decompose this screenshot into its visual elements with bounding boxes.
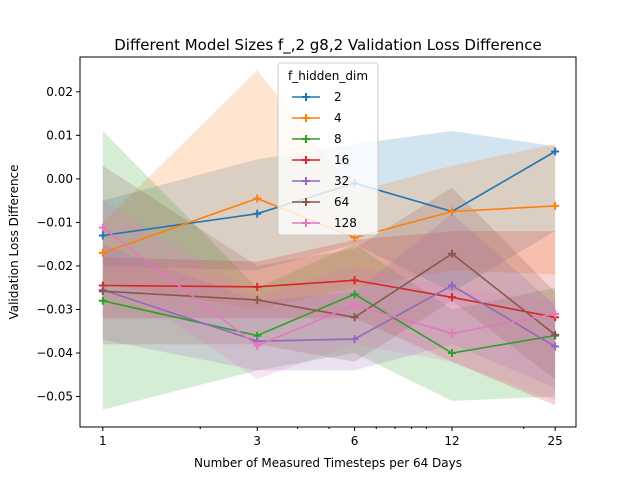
legend-marker-2 (302, 93, 310, 101)
data-point-8 (98, 296, 107, 305)
legend: f_hidden_dim 2 4 8 16 32 64 128 (277, 62, 379, 236)
data-point-2 (98, 231, 107, 240)
data-point-128 (448, 329, 457, 338)
legend-label-64: 64 (334, 195, 349, 209)
band-32 (102, 213, 556, 388)
data-point-4 (253, 194, 262, 203)
x-tick-label: 25 (548, 434, 563, 448)
data-point-128 (253, 341, 262, 350)
data-point-16 (448, 293, 457, 302)
x-tick-label: 1 (99, 434, 107, 448)
x-axis-ticks: 1 3 6 12 25 (99, 427, 563, 448)
legend-marker-32 (302, 177, 310, 185)
legend-entries: 2 4 8 16 32 64 128 (292, 90, 357, 230)
legend-label-128: 128 (334, 216, 357, 230)
data-point-32 (448, 281, 457, 290)
data-point-16 (350, 276, 359, 285)
data-point-128 (350, 301, 359, 310)
y-tick-label: −0.01 (36, 215, 73, 229)
data-point-4 (98, 248, 107, 257)
legend-box (277, 62, 379, 236)
y-tick-label: −0.02 (36, 259, 73, 273)
band-16 (102, 231, 556, 406)
legend-label-4: 4 (334, 111, 342, 125)
y-tick-label: 0.00 (46, 172, 73, 186)
data-point-128 (551, 309, 560, 318)
data-point-8 (448, 349, 457, 357)
legend-title: f_hidden_dim (288, 69, 368, 83)
legend-label-16: 16 (334, 153, 349, 167)
legend-marker-128 (302, 219, 310, 227)
x-tick-label: 6 (351, 434, 359, 448)
y-axis-ticks: 0.02 0.01 0.00 −0.01 −0.02 −0.03 −0.04 −0.05 (36, 85, 80, 404)
x-tick-label: 12 (444, 434, 459, 448)
data-point-2 (253, 209, 262, 218)
data-point-32 (350, 335, 359, 344)
data-point-64 (253, 295, 262, 304)
data-point-16 (253, 282, 262, 291)
chart-title: Different Model Sizes f_,2 g8,2 Validati… (114, 36, 542, 55)
y-tick-label: −0.03 (36, 302, 73, 316)
band-8 (102, 131, 556, 410)
y-axis-label: Validation Loss Difference (7, 164, 21, 319)
legend-marker-8 (302, 135, 310, 143)
x-axis-label: Number of Measured Timesteps per 64 Days (194, 456, 462, 470)
y-tick-label: 0.01 (46, 128, 73, 142)
y-tick-label: −0.04 (36, 346, 73, 360)
data-point-64 (98, 287, 107, 296)
y-tick-label: 0.02 (46, 85, 73, 99)
legend-marker-4 (302, 114, 310, 122)
legend-label-2: 2 (334, 90, 342, 104)
legend-marker-16 (302, 156, 310, 164)
x-tick-label: 3 (253, 434, 261, 448)
data-point-128 (98, 223, 107, 232)
data-point-64 (551, 330, 560, 339)
plot-area-frame (79, 56, 577, 428)
data-point-2 (551, 147, 560, 156)
data-point-64 (448, 249, 457, 258)
legend-marker-64 (302, 198, 310, 206)
band-128 (102, 200, 556, 401)
data-point-4 (551, 201, 560, 210)
confidence-bands (102, 70, 556, 410)
legend-label-8: 8 (334, 132, 342, 146)
data-point-8 (350, 290, 359, 299)
data-point-32 (551, 342, 560, 351)
data-point-4 (448, 207, 457, 216)
data-point-64 (350, 313, 359, 322)
y-tick-label: −0.05 (36, 390, 73, 404)
legend-label-32: 32 (334, 174, 349, 188)
